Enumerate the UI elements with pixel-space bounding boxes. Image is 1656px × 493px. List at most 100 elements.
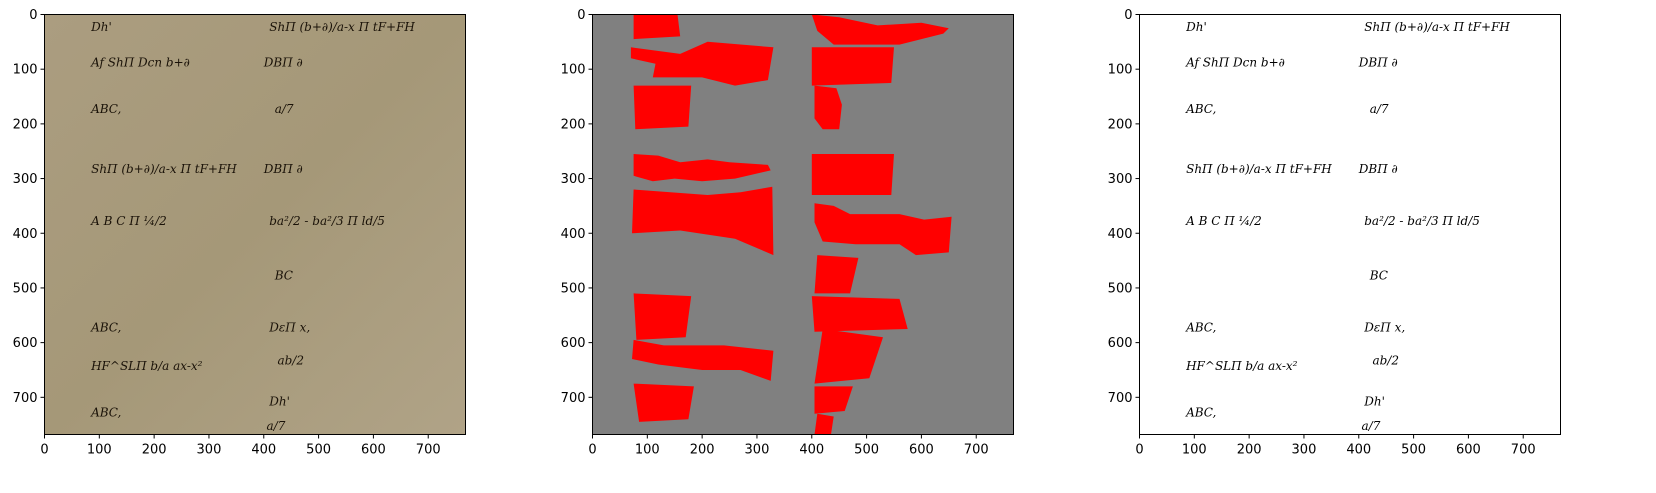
original-handwriting-line: ABC,	[90, 102, 121, 116]
mask-region	[633, 85, 692, 130]
y-tick-label: 200	[561, 117, 586, 132]
original-image-frame	[44, 14, 466, 435]
mask-region	[814, 329, 883, 384]
binarized-handwriting-line: A B C Π ¼/2	[1185, 214, 1262, 228]
mask-region	[633, 293, 692, 340]
original-handwriting-line: ABC,	[90, 405, 121, 419]
binarized-frame	[1139, 14, 1561, 435]
x-tick-label: 500	[306, 443, 331, 458]
mask-panel: 0 100 200 300 400 500 600 700 0 100 200 300 400 500 60…	[561, 8, 1014, 458]
original-image-panel: Dh' ShΠ (b+∂)/a-x Π tF+FH Af ShΠ Dcn b+∂ DB…	[13, 8, 466, 458]
original-handwriting-line: ABC,	[90, 321, 121, 335]
y-tick-label: 200	[1108, 117, 1133, 132]
y-tick-label: 400	[561, 227, 586, 242]
mask-region	[633, 14, 681, 40]
binarized-handwriting-line: BC	[1369, 269, 1388, 283]
binarized-handwriting-line: ShΠ (b+∂)/a-x Π tF+FH	[1364, 20, 1510, 34]
x-tick-label: 700	[416, 443, 441, 458]
original-handwriting-line: BC	[274, 269, 293, 283]
x-tick-label: 500	[1401, 443, 1426, 458]
x-tick-label: 500	[854, 443, 879, 458]
binarized-handwriting-line: ab/2	[1372, 354, 1399, 368]
y-tick-label: 300	[561, 172, 586, 187]
y-tick-label: 400	[1108, 227, 1133, 242]
original-handwriting-line: ba²/2 - ba²/3 Π ld/5	[269, 214, 385, 228]
mask-region	[630, 41, 774, 86]
y-tick-label: 700	[13, 391, 38, 406]
original-image-axes: 0 100 200 300 400 500 600 700 0 100 200 300 400 500 60…	[13, 8, 441, 458]
y-tick-label: 100	[561, 63, 586, 78]
y-tick-label: 100	[1108, 63, 1133, 78]
binarized-handwriting-line: a/7	[1370, 102, 1389, 116]
x-tick-label: 400	[251, 443, 276, 458]
x-tick-label: 400	[799, 443, 824, 458]
x-tick-label: 0	[40, 443, 48, 458]
binarized-handwriting-line: ShΠ (b+∂)/a-x Π tF+FH	[1186, 162, 1332, 176]
binarized-handwriting-line: Af ShΠ Dcn b+∂	[1185, 55, 1285, 69]
original-handwriting-layer: Dh' ShΠ (b+∂)/a-x Π tF+FH Af ShΠ Dcn b+∂ DB…	[90, 20, 415, 433]
y-tick-label: 700	[1108, 391, 1133, 406]
binarized-handwriting-line: HF^SLΠ b/a ax-x²	[1185, 359, 1298, 373]
y-tick-label: 500	[561, 281, 586, 296]
x-tick-label: 700	[964, 443, 989, 458]
original-handwriting-line: A B C Π ¼/2	[90, 214, 167, 228]
x-tick-label: 300	[745, 443, 770, 458]
original-handwriting-line: a/7	[267, 419, 286, 433]
y-tick-label: 700	[561, 391, 586, 406]
binarized-handwriting-line: DεΠ x,	[1363, 321, 1405, 335]
x-tick-label: 400	[1346, 443, 1371, 458]
x-tick-label: 0	[588, 443, 596, 458]
y-tick-label: 0	[1124, 8, 1132, 23]
y-tick-label: 300	[1108, 172, 1133, 187]
original-handwriting-line: ShΠ (b+∂)/a-x Π tF+FH	[269, 20, 415, 34]
y-tick-label: 200	[13, 117, 38, 132]
mask-region	[811, 154, 894, 195]
x-tick-label: 600	[909, 443, 934, 458]
binarized-handwriting-line: ba²/2 - ba²/3 Π ld/5	[1364, 214, 1480, 228]
mask-region	[632, 339, 774, 381]
original-handwriting-line: DBΠ ∂	[263, 162, 303, 176]
mask-region	[633, 154, 771, 182]
x-tick-label: 100	[87, 443, 112, 458]
x-tick-label: 200	[1237, 443, 1262, 458]
x-tick-label: 300	[197, 443, 222, 458]
binarized-handwriting-line: ABC,	[1185, 102, 1216, 116]
original-handwriting-line: HF^SLΠ b/a ax-x²	[90, 359, 203, 373]
mask-axes: 0 100 200 300 400 500 600 700 0 100 200 300 400 500 60…	[561, 8, 989, 458]
mask-regions-layer	[630, 14, 952, 435]
y-tick-label: 400	[13, 227, 38, 242]
original-handwriting-line: DBΠ ∂	[263, 55, 303, 69]
y-tick-label: 600	[561, 336, 586, 351]
original-handwriting-line: Dh'	[90, 20, 112, 34]
y-tick-label: 0	[29, 8, 37, 23]
x-tick-label: 0	[1135, 443, 1143, 458]
x-tick-label: 600	[1456, 443, 1481, 458]
binarized-handwriting-line: DBΠ ∂	[1358, 162, 1398, 176]
x-tick-label: 200	[690, 443, 715, 458]
binarized-handwriting-line: ABC,	[1185, 321, 1216, 335]
mask-region	[632, 186, 774, 256]
original-handwriting-line: Af ShΠ Dcn b+∂	[90, 55, 190, 69]
y-tick-label: 600	[1108, 336, 1133, 351]
mask-region	[811, 296, 908, 332]
mask-region	[814, 413, 834, 435]
y-tick-label: 0	[577, 8, 585, 23]
original-handwriting-line: DεΠ x,	[268, 321, 310, 335]
binarized-handwriting-line: Dh'	[1185, 20, 1207, 34]
y-tick-label: 500	[1108, 281, 1133, 296]
binarized-handwriting-layer: Dh' ShΠ (b+∂)/a-x Π tF+FH Af ShΠ Dcn b+∂ DB…	[1185, 20, 1510, 433]
mask-region	[814, 203, 952, 256]
x-tick-label: 700	[1511, 443, 1536, 458]
x-tick-label: 200	[142, 443, 167, 458]
binarized-background	[1139, 14, 1561, 435]
mask-region	[814, 255, 859, 294]
y-tick-label: 100	[13, 63, 38, 78]
mask-region	[633, 383, 694, 422]
mask-region	[811, 47, 894, 86]
binarized-handwriting-line: ABC,	[1185, 405, 1216, 419]
binarized-axes: 0 100 200 300 400 500 600 700 0 100 200 300 400 500 60…	[1108, 8, 1536, 458]
mask-region	[811, 14, 949, 45]
binarized-handwriting-line: DBΠ ∂	[1358, 55, 1398, 69]
y-tick-label: 300	[13, 172, 38, 187]
